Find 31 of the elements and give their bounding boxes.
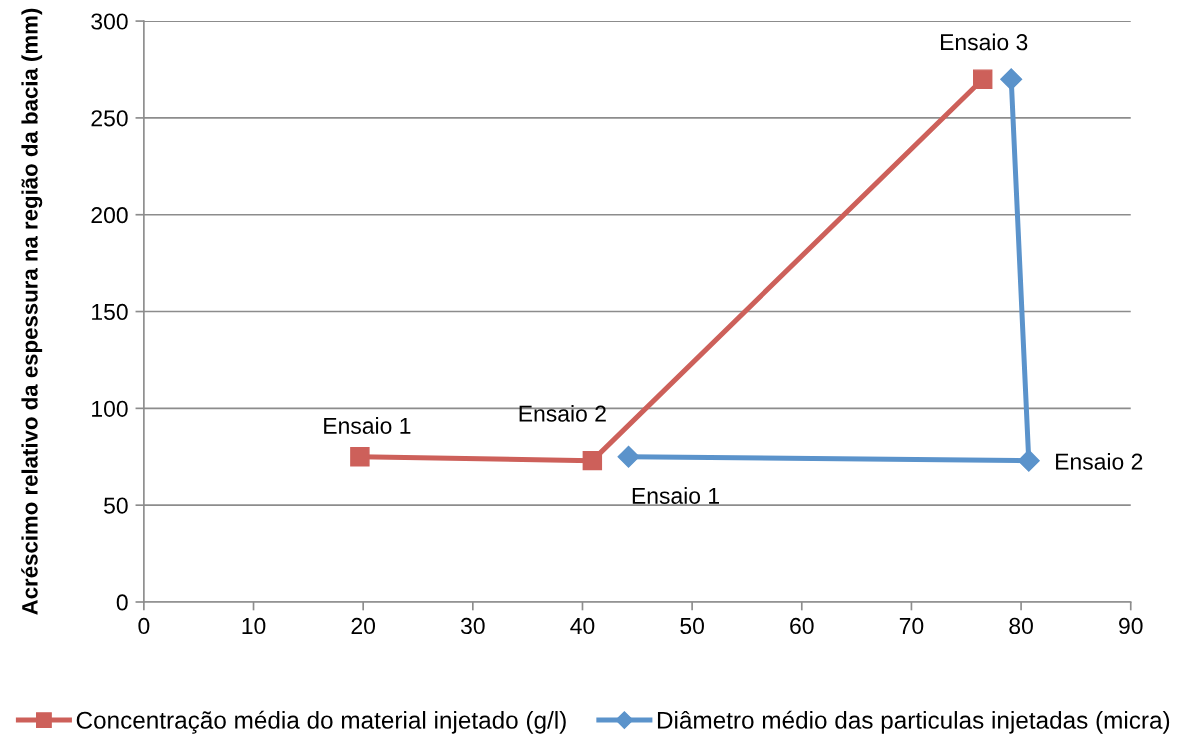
annotation: Ensaio 3 xyxy=(941,33,1028,51)
y-tick-label: 100 xyxy=(92,400,128,417)
y-tick-label: 0 xyxy=(116,594,128,611)
annotation: Ensaio 1 xyxy=(632,487,720,504)
point xyxy=(617,445,640,468)
annotation: Ensaio 2 xyxy=(519,404,606,422)
y-axis-title: Acréscimo relativo da espessura na região da bacia (mm) xyxy=(21,8,43,615)
x-tick-label: 0 xyxy=(138,617,150,635)
point xyxy=(1000,68,1023,91)
legend-label: Diâmetro médio das particulas injetadas (micra) xyxy=(657,710,1170,734)
x-tick-label: 10 xyxy=(242,617,266,635)
y-tick-label: 150 xyxy=(92,303,128,321)
point xyxy=(350,447,370,467)
annotation: Ensaio 1 xyxy=(324,417,411,434)
x-tick-label: 20 xyxy=(351,617,376,635)
y-tick-label: 50 xyxy=(104,497,128,514)
annotation: Ensaio 2 xyxy=(1056,452,1143,470)
x-tick-label: 50 xyxy=(680,617,704,635)
y-tick-label: 200 xyxy=(91,207,128,224)
y-tick-label: 300 xyxy=(91,13,128,30)
x-tick-label: 70 xyxy=(899,617,924,635)
x-tick-label: 90 xyxy=(1119,617,1143,635)
y-tick-label: 250 xyxy=(91,110,128,127)
x-tick-label: 80 xyxy=(1009,617,1033,635)
x-tick-label: 40 xyxy=(570,617,595,635)
x-tick-label: 60 xyxy=(790,617,814,635)
point xyxy=(582,450,603,471)
point xyxy=(1017,449,1040,472)
x-tick-label: 30 xyxy=(460,617,485,635)
legend-label: Concentração média do material injetado (g/l) xyxy=(76,710,566,734)
point xyxy=(972,69,993,89)
